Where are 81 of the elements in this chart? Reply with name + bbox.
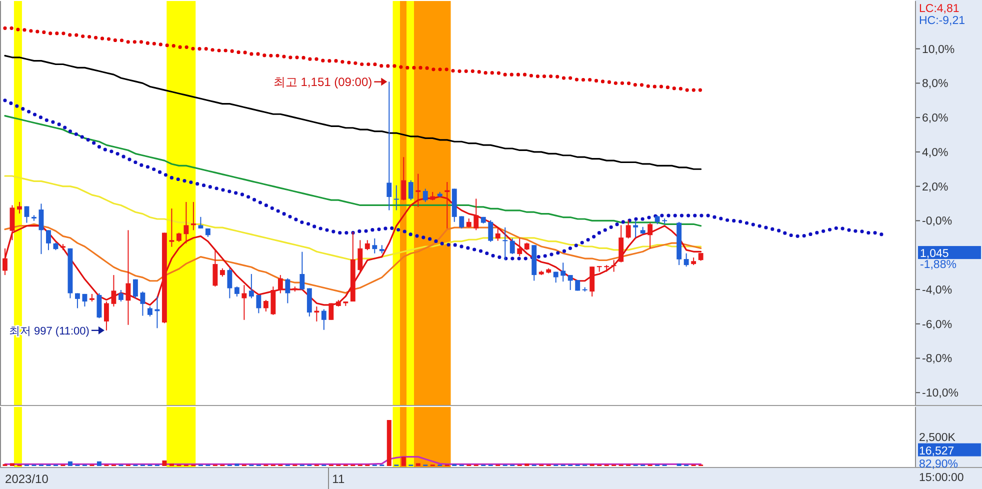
text: -1,88% bbox=[920, 259, 956, 272]
candlestick bbox=[38, 203, 44, 255]
bar bbox=[401, 456, 406, 466]
candlestick bbox=[517, 238, 522, 257]
candlestick bbox=[474, 198, 479, 231]
candlestick bbox=[10, 204, 15, 241]
candlestick bbox=[118, 289, 124, 302]
candlestick bbox=[401, 156, 406, 201]
y-tick-label: -6,0% bbox=[922, 318, 952, 331]
text: 16,527 bbox=[919, 445, 954, 458]
candlestick bbox=[198, 216, 204, 229]
candlestick bbox=[263, 299, 268, 312]
y-tick-label: -10,0% bbox=[922, 388, 958, 400]
line-series bbox=[3, 98, 884, 260]
bar bbox=[386, 420, 392, 466]
candlestick bbox=[633, 220, 638, 238]
annotation: 최고 1,151 (09:00) bbox=[273, 74, 372, 89]
y-tick-label: 8,0% bbox=[922, 78, 948, 90]
candlestick bbox=[46, 230, 51, 251]
candlestick bbox=[372, 238, 378, 254]
bar bbox=[68, 461, 72, 466]
candlestick bbox=[626, 220, 631, 239]
candlestick bbox=[256, 294, 262, 314]
candlestick bbox=[510, 238, 515, 255]
candlestick bbox=[611, 260, 616, 272]
candlestick bbox=[358, 240, 363, 272]
candlestick bbox=[24, 206, 30, 224]
text: 1,045 bbox=[920, 248, 949, 260]
candlestick bbox=[17, 201, 22, 214]
y-tick-label: 10,0% bbox=[922, 44, 955, 56]
candlestick bbox=[278, 274, 283, 294]
text: 2,500K bbox=[919, 432, 956, 444]
text: 82,90% bbox=[919, 458, 958, 471]
candlestick bbox=[234, 286, 240, 298]
candlestick bbox=[300, 251, 305, 290]
candlestick bbox=[82, 293, 88, 307]
candlestick bbox=[568, 274, 573, 290]
y-tick-label: -0,0% bbox=[922, 216, 952, 228]
candlestick bbox=[96, 292, 102, 319]
candlestick bbox=[459, 216, 464, 229]
candlestick bbox=[147, 306, 152, 317]
candlestick bbox=[132, 278, 138, 299]
candlestick bbox=[227, 268, 232, 299]
candlestick bbox=[684, 252, 689, 268]
line-series bbox=[4, 54, 702, 170]
candlestick bbox=[321, 308, 326, 330]
bar bbox=[10, 463, 14, 466]
text: HC:-9,21 bbox=[919, 15, 966, 27]
text: 15:00:00 bbox=[919, 472, 964, 484]
candlestick bbox=[184, 201, 189, 244]
candlestick bbox=[364, 240, 370, 251]
candlestick bbox=[248, 274, 254, 299]
x-tick-label: 11 bbox=[332, 472, 345, 486]
candlestick bbox=[648, 222, 653, 249]
candlestick bbox=[502, 226, 508, 261]
candlestick bbox=[140, 291, 146, 316]
y-tick-label: 6,0% bbox=[922, 112, 948, 125]
candlestick bbox=[212, 250, 218, 288]
line-series bbox=[3, 26, 703, 92]
candlestick bbox=[75, 292, 80, 309]
candlestick bbox=[285, 278, 290, 304]
candlestick bbox=[154, 296, 160, 329]
line-series bbox=[4, 115, 702, 227]
bar bbox=[96, 461, 102, 466]
candlestick bbox=[169, 208, 174, 248]
y-tick-label: 2,0% bbox=[922, 181, 948, 194]
candlestick bbox=[495, 228, 500, 242]
y-tick-label: -8,0% bbox=[922, 353, 952, 366]
bar bbox=[416, 463, 420, 466]
candlestick bbox=[176, 232, 182, 242]
candlestick bbox=[386, 81, 392, 211]
y-tick-label: 4,0% bbox=[922, 146, 948, 159]
candlestick bbox=[422, 188, 428, 202]
text: LC:4,81 bbox=[919, 3, 960, 15]
candlestick bbox=[488, 220, 494, 242]
candlestick bbox=[408, 180, 414, 201]
x-tick-label: 2023/10 bbox=[5, 472, 49, 486]
y-tick-label: -4,0% bbox=[922, 284, 952, 296]
candlestick bbox=[394, 184, 399, 211]
bar bbox=[162, 460, 167, 466]
candlestick bbox=[560, 262, 566, 282]
